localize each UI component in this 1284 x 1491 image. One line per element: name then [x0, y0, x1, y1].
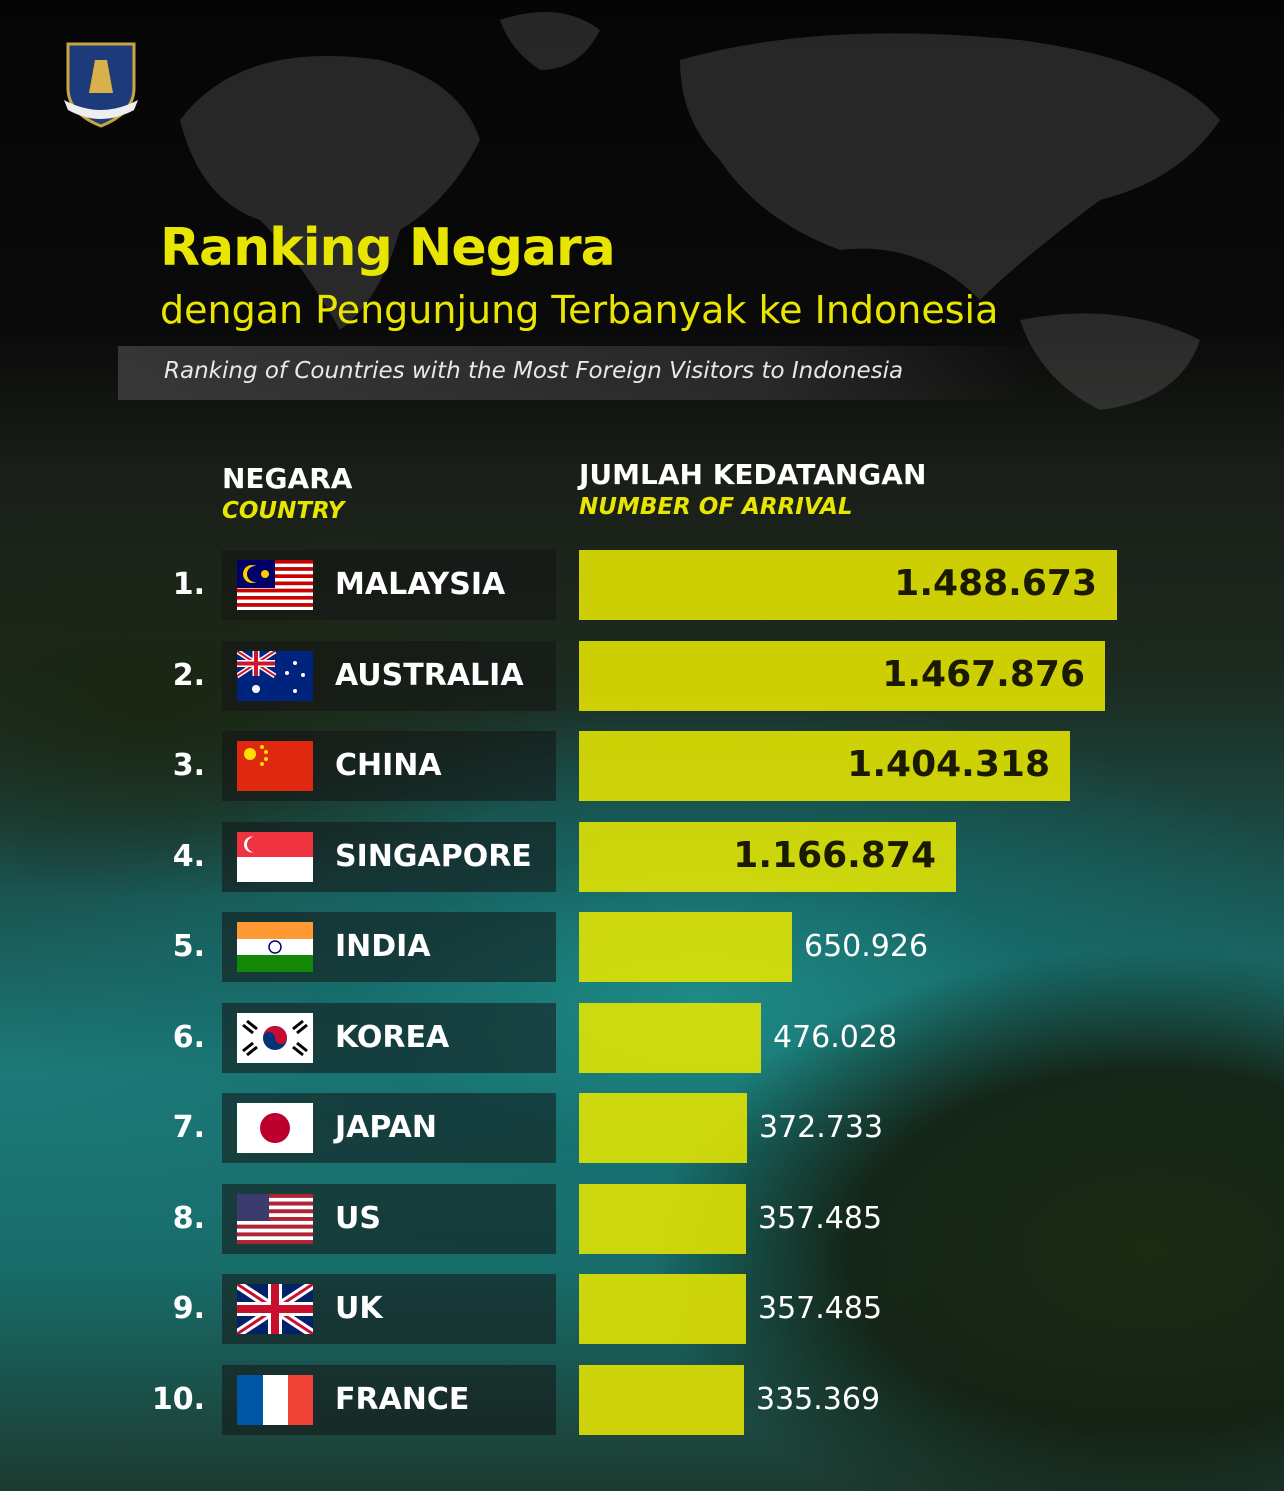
rank-label: 1. [172, 567, 205, 602]
bar-malaysia [579, 550, 1117, 620]
page-subtitle: dengan Pengunjung Terbanyak ke Indonesia [160, 288, 999, 332]
country-name: SINGAPORE [335, 838, 532, 874]
singapore-flag-icon [237, 831, 313, 882]
korea-flag-icon [237, 1012, 313, 1063]
value-label-france: 335.369 [756, 1381, 881, 1417]
english-subtitle: Ranking of Countries with the Most Forei… [164, 358, 904, 384]
country-name: KOREA [335, 1019, 450, 1055]
value-label-us: 357.485 [758, 1200, 883, 1236]
page-title: Ranking Negara [160, 218, 616, 278]
bar-france [579, 1364, 744, 1435]
country-name: FRANCE [335, 1381, 470, 1417]
imigrasi-logo [64, 42, 138, 128]
japan-flag-icon [237, 1103, 313, 1153]
rank-label: 10. [151, 1381, 205, 1417]
value-label-india: 650.926 [804, 929, 929, 964]
france-flag-icon [237, 1374, 313, 1425]
bar-japan [579, 1093, 747, 1163]
rank-label: 9. [172, 1291, 205, 1326]
rank-label: 6. [172, 1019, 205, 1055]
bar-us [579, 1183, 746, 1254]
country-header: NEGARA [222, 462, 353, 495]
india-flag-icon [237, 922, 313, 972]
us-flag-icon [237, 1193, 313, 1244]
country-name: INDIA [335, 929, 431, 964]
rank-label: 5. [172, 929, 205, 964]
value-label-korea: 476.028 [773, 1019, 898, 1055]
value-label-australia: 1.467.876 [882, 653, 1085, 695]
country-name: MALAYSIA [335, 567, 506, 602]
arrivals-header: JUMLAH KEDATANGAN [579, 458, 927, 491]
arrivals-header-en: NUMBER OF ARRIVAL [579, 494, 853, 520]
country-name: JAPAN [335, 1110, 437, 1145]
value-label-uk: 357.485 [758, 1291, 883, 1326]
bar-korea [579, 1002, 761, 1073]
country-name: US [335, 1200, 381, 1236]
bar-australia [579, 640, 1105, 711]
uk-flag-icon [237, 1284, 313, 1334]
value-label-malaysia: 1.488.673 [894, 563, 1097, 604]
rank-label: 3. [172, 748, 205, 783]
bar-india [579, 912, 792, 982]
malaysia-flag-icon [237, 560, 313, 610]
bar-uk [579, 1274, 746, 1344]
rank-label: 8. [172, 1200, 205, 1236]
rank-label: 4. [172, 838, 205, 874]
rank-label: 2. [172, 657, 205, 693]
bar-singapore [579, 821, 956, 892]
country-header-en: COUNTRY [222, 498, 345, 524]
australia-flag-icon [237, 650, 313, 701]
world-map-background [180, 12, 1220, 410]
rank-label: 7. [172, 1110, 205, 1145]
value-label-china: 1.404.318 [847, 744, 1050, 785]
country-name: CHINA [335, 748, 442, 783]
value-label-japan: 372.733 [759, 1110, 884, 1145]
china-flag-icon [237, 741, 313, 791]
value-label-singapore: 1.166.874 [733, 834, 936, 876]
country-name: AUSTRALIA [335, 657, 524, 693]
english-subtitle-band: Ranking of Countries with the Most Forei… [118, 346, 1038, 400]
country-name: UK [335, 1291, 383, 1326]
bar-china [579, 731, 1070, 801]
